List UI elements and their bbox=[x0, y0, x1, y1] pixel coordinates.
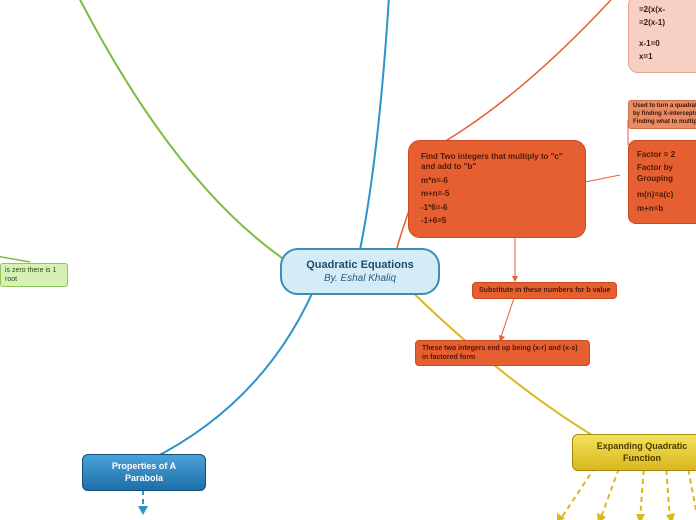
worked-l4: x=1 bbox=[639, 52, 696, 62]
fg-l2: Factor by Grouping bbox=[637, 163, 696, 184]
worked-l3: x-1=0 bbox=[639, 39, 696, 49]
worked-l2: =2(x-1) bbox=[639, 18, 696, 28]
substitute-text: Substitute in these numbers for b value bbox=[479, 287, 610, 294]
blue-branch-label: Properties of A Parabola bbox=[112, 461, 176, 483]
center-title: Quadratic Equations bbox=[302, 258, 418, 272]
used-to-text: Used to turn a quadratic by finding X-in… bbox=[633, 103, 696, 125]
find-line4: -1*6=-6 bbox=[421, 203, 573, 213]
yellow-branch-label: Expanding Quadratic Function bbox=[597, 441, 688, 463]
find-integers-node[interactable]: Find Two integers that multiply to "c" a… bbox=[408, 140, 586, 238]
factored-text: These two integers end up being (x-r) an… bbox=[422, 345, 578, 361]
find-line2: m*n=-6 bbox=[421, 176, 573, 186]
find-line3: m+n=-5 bbox=[421, 189, 573, 199]
worked-l1: =2(x(x- bbox=[639, 5, 696, 15]
fg-l1: Factor = 2 bbox=[637, 150, 696, 160]
center-subtitle: By. Eshal Khaliq bbox=[302, 272, 418, 285]
used-to-node[interactable]: Used to turn a quadratic by finding X-in… bbox=[628, 100, 696, 129]
properties-parabola-node[interactable]: Properties of A Parabola bbox=[82, 454, 206, 491]
green-root-node[interactable]: is zero there is 1 root bbox=[0, 263, 68, 287]
substitute-node[interactable]: Substitute in these numbers for b value bbox=[472, 282, 617, 299]
expanding-quadratic-node[interactable]: Expanding Quadratic Function bbox=[572, 434, 696, 471]
worked-example-node[interactable]: =2(x(x- =2(x-1) x-1=0 x=1 bbox=[628, 0, 696, 73]
find-line5: -1+6=5 bbox=[421, 216, 573, 226]
mindmap-canvas: Quadratic Equations By. Eshal Khaliq Fin… bbox=[0, 0, 696, 520]
green-text: is zero there is 1 root bbox=[5, 267, 56, 283]
factor-group-node[interactable]: Factor = 2 Factor by Grouping m(n)=a(c) … bbox=[628, 140, 696, 224]
fg-l3: m(n)=a(c) bbox=[637, 190, 696, 200]
factored-form-node[interactable]: These two integers end up being (x-r) an… bbox=[415, 340, 590, 366]
find-line1: Find Two integers that multiply to "c" a… bbox=[421, 152, 573, 173]
fg-l4: m+n=b bbox=[637, 204, 696, 214]
center-node[interactable]: Quadratic Equations By. Eshal Khaliq bbox=[280, 248, 440, 295]
